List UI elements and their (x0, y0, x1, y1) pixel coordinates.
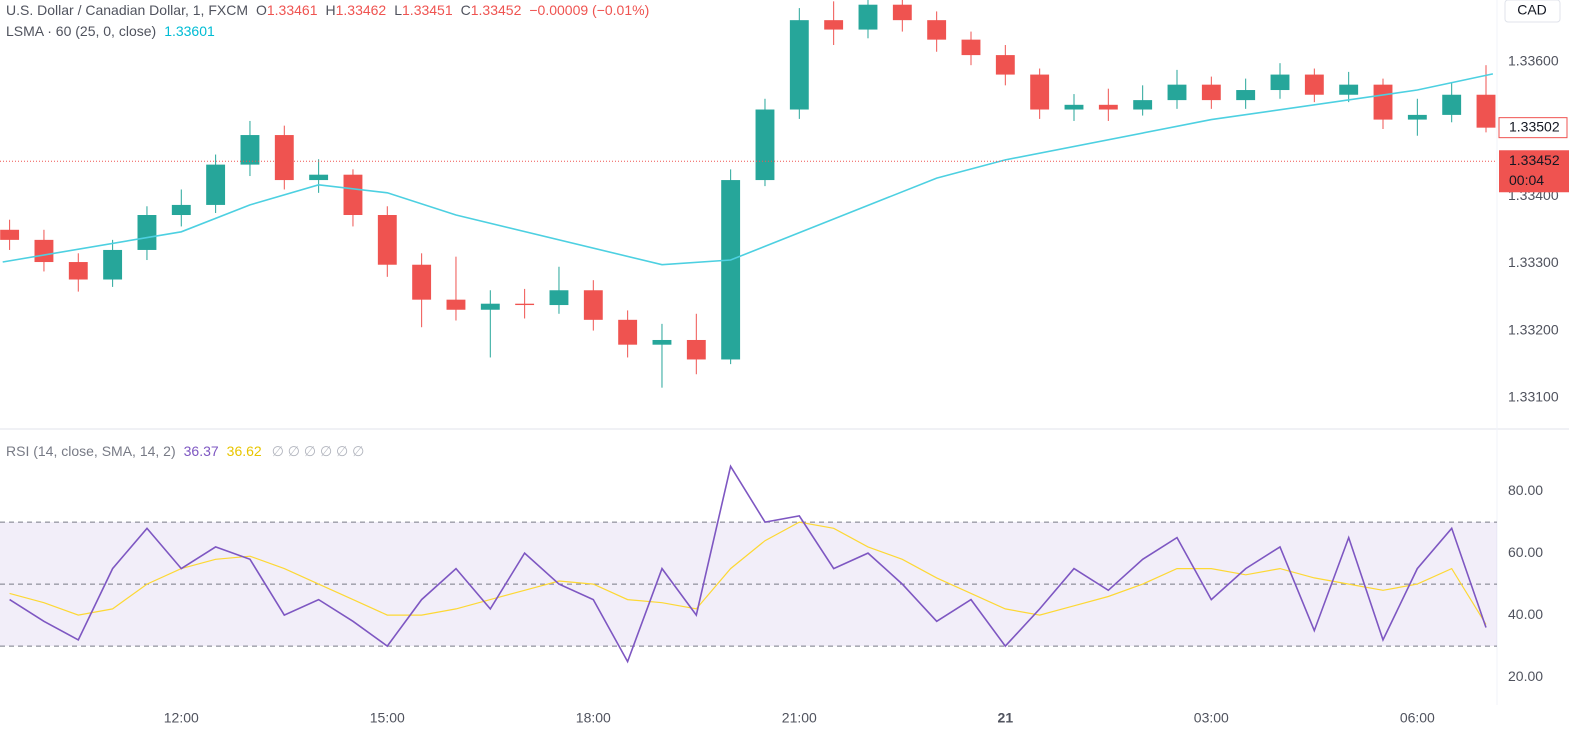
candle-body (1064, 104, 1084, 110)
candle-body (1442, 94, 1462, 115)
x-tick-label: 15:00 (370, 710, 405, 726)
candle-body (721, 180, 741, 360)
currency-box (1504, 0, 1561, 23)
x-tick-label: 12:00 (164, 710, 199, 726)
candle-body (1201, 84, 1221, 101)
candle-body (1339, 84, 1359, 95)
y-tick-label: 40.00 (1508, 606, 1543, 622)
candle-body (1167, 84, 1187, 101)
indicator-value: 1.33601 (164, 23, 215, 39)
ohlc-label: O (256, 2, 267, 18)
rsi-ma-value: 36.62 (227, 443, 262, 459)
candle-body (755, 109, 775, 181)
x-tick-label: 18:00 (576, 710, 611, 726)
currency-label: CAD (1517, 2, 1547, 18)
candle-body (309, 174, 329, 181)
candle-body (686, 339, 706, 360)
ohlc-value: 1.33461 (267, 2, 318, 18)
candle-body (412, 264, 432, 300)
ohlc-value: 1.33451 (402, 2, 453, 18)
y-tick-label: 20.00 (1508, 668, 1543, 684)
y-tick-label: 80.00 (1508, 482, 1543, 498)
y-tick-label: 1.33300 (1508, 254, 1559, 270)
x-tick-label: 21:00 (782, 710, 817, 726)
last-price-box (1499, 150, 1569, 193)
rsi-placeholders: ∅ ∅ ∅ ∅ ∅ ∅ (272, 443, 365, 459)
candle-body (1030, 74, 1050, 110)
candle-body (274, 135, 294, 181)
candle-body (103, 249, 123, 280)
ohlc-label: H (325, 2, 335, 18)
ohlc-value: 1.33452 (471, 2, 522, 18)
candle-body (1270, 74, 1290, 91)
candle-body (824, 20, 844, 30)
ohlc-label: C (461, 2, 471, 18)
last-price-label: 1.33452 (1509, 152, 1560, 168)
ohlc-value: 1.33462 (336, 2, 387, 18)
countdown-label: 00:04 (1509, 172, 1544, 188)
candle-body (549, 290, 569, 306)
candle-body (995, 55, 1015, 75)
candle-body (1098, 104, 1118, 110)
indicator-header: LSMA · 60 (25, 0, close) 1.33601 (6, 23, 215, 39)
ohlc-label: L (394, 2, 402, 18)
x-tick-label: 06:00 (1400, 710, 1435, 726)
candle-body (892, 4, 912, 21)
candle-body (515, 303, 535, 306)
candle-body (618, 319, 638, 345)
candle-body (927, 20, 947, 40)
candle-body (652, 339, 672, 345)
chart-header: U.S. Dollar / Canadian Dollar, 1, FXCM O1… (6, 2, 649, 18)
candle-body (1133, 100, 1153, 110)
candle-body (171, 204, 191, 216)
y-tick-label: 1.33100 (1508, 388, 1559, 404)
candle-body (1236, 90, 1256, 101)
x-tick-label: 21 (998, 710, 1014, 726)
candle-body (1407, 114, 1427, 120)
rsi-value: 36.37 (184, 443, 219, 459)
indicator-line (2, 73, 1494, 266)
candle-body (1476, 94, 1496, 128)
y-tick-label: 1.33600 (1508, 53, 1559, 69)
candle-body (480, 303, 500, 310)
indicator-name: LSMA · 60 (25, 0, close) (6, 23, 156, 39)
candle-body (1373, 84, 1393, 120)
candle-body (583, 290, 603, 320)
candle-body (137, 215, 157, 250)
candle-body (446, 299, 466, 310)
rsi-header: RSI (14, close, SMA, 14, 2) 36.37 36.62 ∅ ∅… (6, 443, 364, 459)
price-marker-box (1498, 117, 1568, 139)
candle-body (0, 229, 20, 240)
candle-body (789, 20, 809, 110)
candle-body (206, 164, 226, 205)
y-tick-label: 1.33200 (1508, 321, 1559, 337)
candle-body (1304, 74, 1324, 95)
candle-body (858, 4, 878, 30)
rsi-line (9, 464, 1487, 664)
chart-title: U.S. Dollar / Canadian Dollar, 1, FXCM (6, 2, 248, 18)
y-tick-label: 60.00 (1508, 544, 1543, 560)
candle-body (34, 239, 54, 263)
price-marker-label: 1.33502 (1509, 118, 1560, 134)
rsi-title: RSI (14, close, SMA, 14, 2) (6, 443, 176, 459)
candle-body (343, 174, 363, 216)
candle-body (377, 215, 397, 265)
candle-body (961, 39, 981, 56)
candle-body (240, 135, 260, 165)
candle-body (68, 262, 88, 280)
x-tick-label: 03:00 (1194, 710, 1229, 726)
price-change: −0.00009 (−0.01%) (529, 2, 649, 18)
